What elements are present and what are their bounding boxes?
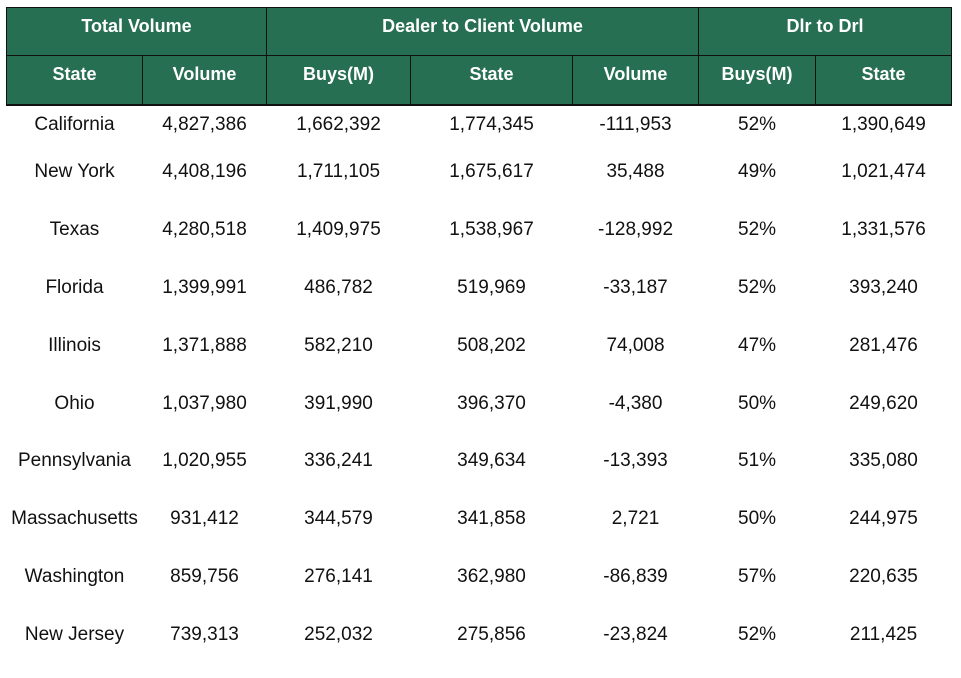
table-cell: 50%	[738, 392, 777, 414]
table-cell: 1,662,392	[296, 113, 381, 135]
group-header-row: Total Volume Dealer to Client Volume Dlr…	[6, 7, 953, 56]
table-cell: Ohio	[54, 392, 95, 414]
group-header-dlr-to-drl: Dlr to Drl	[698, 7, 953, 56]
table-cell: -128,992	[598, 219, 674, 241]
table-cell: 349,634	[457, 450, 526, 472]
table-cell: Pennsylvania	[17, 450, 132, 472]
table-cell: 1,371,888	[162, 334, 247, 356]
table-cell: 396,370	[457, 392, 526, 414]
table-cell: -33,187	[603, 276, 668, 298]
table-row: Ohio 1,037,980 391,990 396,370 -4,380 50% 249,…	[7, 375, 952, 433]
table-row: Florida 1,399,991 486,782 519,969 -33,187 52%…	[7, 259, 952, 317]
table-cell: 1,021,474	[841, 161, 926, 183]
column-header: State	[815, 55, 953, 106]
table-cell: 582,210	[304, 334, 373, 356]
table-cell: 1,409,975	[296, 219, 381, 241]
table-cell: 4,827,386	[162, 113, 247, 135]
table-cell: 519,969	[457, 276, 526, 298]
table-cell: 47%	[738, 334, 777, 356]
table-cell: 52%	[738, 276, 777, 298]
table-cell: 249,620	[849, 392, 918, 414]
table-cell: 50%	[738, 508, 777, 530]
table-cell: 1,774,345	[449, 113, 534, 135]
table-cell: 344,579	[304, 508, 373, 530]
table-cell: 1,020,955	[162, 450, 247, 472]
table-cell: 49%	[738, 161, 777, 183]
table-cell: 74,008	[606, 334, 665, 356]
column-header: Buys(M)	[266, 55, 411, 106]
table-cell: Florida	[45, 276, 104, 298]
table-cell: 336,241	[304, 450, 373, 472]
table-row: Washington 859,756 276,141 362,980 -86,839 57…	[7, 548, 952, 606]
group-header-total-volume: Total Volume	[6, 7, 267, 56]
table-cell: 508,202	[457, 334, 526, 356]
table-cell: 859,756	[170, 565, 239, 587]
table-cell: 35,488	[606, 161, 665, 183]
table-cell: Washington	[24, 565, 125, 587]
table-cell: 391,990	[304, 392, 373, 414]
table-cell: -86,839	[603, 565, 668, 587]
table-row: California 4,827,386 1,662,392 1,774,345 -11…	[7, 105, 952, 144]
column-header-row: State Volume Buys(M) State Volume Buys(M…	[6, 55, 953, 106]
table-cell: 52%	[738, 219, 777, 241]
table-cell: 1,390,649	[841, 113, 926, 135]
table-cell: 244,975	[849, 508, 918, 530]
table-cell: 1,037,980	[162, 392, 247, 414]
table-cell: 739,313	[170, 623, 239, 645]
table-cell: 211,425	[849, 623, 918, 645]
group-header-dealer-to-client-volume: Dealer to Client Volume	[265, 7, 700, 56]
table-cell: 52%	[738, 623, 777, 645]
table-cell: 1,538,967	[449, 219, 534, 241]
table-cell: New Jersey	[24, 623, 125, 645]
table-cell: 393,240	[849, 276, 918, 298]
table-cell: -111,953	[599, 113, 672, 135]
table-cell: New York	[34, 161, 115, 183]
table-cell: Illinois	[48, 334, 101, 356]
table-row: Massachusetts 931,412 344,579 341,858 2,721 5…	[7, 490, 952, 548]
column-header: Buys(M)	[698, 55, 817, 106]
table-cell: 52%	[738, 113, 777, 135]
table-row: New York 4,408,196 1,711,105 1,675,617 35,48…	[7, 144, 952, 202]
table-cell: California	[34, 113, 115, 135]
table-cell: -4,380	[608, 392, 663, 414]
column-header: Volume	[571, 55, 700, 106]
table-cell: 4,280,518	[162, 219, 247, 241]
table-row: New Jersey 739,313 252,032 275,856 -23,824 52…	[7, 606, 952, 664]
table-cell: -23,824	[603, 623, 668, 645]
table-cell: Texas	[49, 219, 100, 241]
table-cell: 335,080	[849, 450, 918, 472]
volume-table: Total Volume Dealer to Client Volume Dlr…	[6, 7, 953, 664]
table-body: California 4,827,386 1,662,392 1,774,345 -11…	[7, 105, 952, 664]
table-cell: 57%	[738, 565, 777, 587]
table-cell: 1,399,991	[162, 276, 247, 298]
table-row: Illinois 1,371,888 582,210 508,202 74,008 47%…	[7, 317, 952, 375]
table-cell: 51%	[738, 450, 777, 472]
column-header: State	[410, 55, 573, 106]
column-header: Volume	[142, 55, 267, 106]
table-cell: 4,408,196	[162, 161, 247, 183]
table-row: Pennsylvania 1,020,955 336,241 349,634 -13,3…	[7, 432, 952, 490]
table-cell: 341,858	[457, 508, 526, 530]
table-cell: -13,393	[603, 450, 668, 472]
table-cell: 1,675,617	[449, 161, 534, 183]
table-cell: 1,331,576	[841, 219, 926, 241]
table-cell: 220,635	[849, 565, 918, 587]
table-cell: 2,721	[611, 508, 660, 530]
table-cell: 486,782	[304, 276, 373, 298]
table-cell: 276,141	[304, 565, 373, 587]
table-cell: 281,476	[849, 334, 918, 356]
table-cell: 1,711,105	[296, 161, 381, 183]
table-cell: Massachusetts	[11, 508, 138, 530]
table-cell: 275,856	[457, 623, 526, 645]
table-cell: 362,980	[457, 565, 526, 587]
column-header: State	[6, 55, 143, 106]
table-row: Texas 4,280,518 1,409,975 1,538,967 -128,992…	[7, 201, 952, 259]
table-cell: 252,032	[304, 623, 373, 645]
table-cell: 931,412	[170, 508, 239, 530]
